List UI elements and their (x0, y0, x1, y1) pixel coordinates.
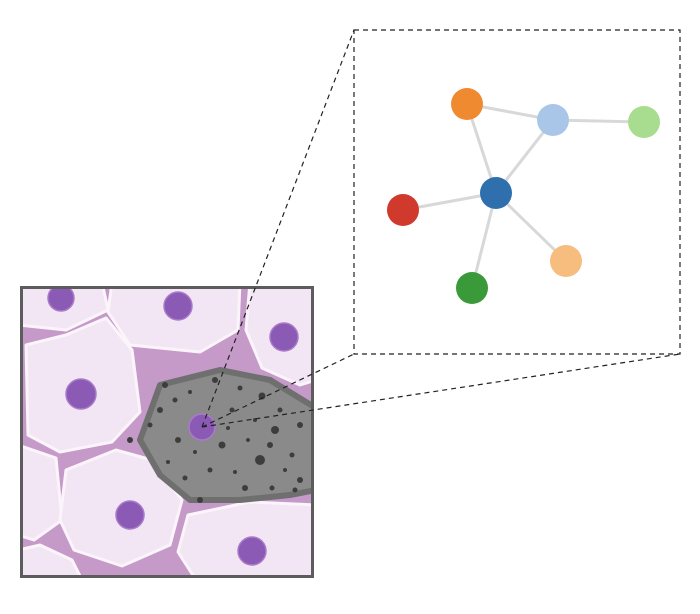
virus-particle (207, 467, 213, 473)
cell (23, 543, 82, 575)
virus-particle (267, 442, 273, 448)
virus-particle (269, 485, 275, 491)
network-nodes (387, 88, 660, 304)
virus-particle (297, 422, 303, 428)
network-node-light-blue (537, 104, 569, 136)
virus-particle (226, 426, 230, 430)
infected-cell-body (137, 367, 311, 503)
virus-particle (162, 382, 168, 388)
nucleus (269, 322, 299, 352)
cell (106, 289, 242, 354)
virus-particle (297, 477, 303, 483)
virus-particle (157, 407, 163, 413)
network-graph (387, 88, 660, 304)
virus-particle (175, 437, 181, 443)
virus-particle (212, 377, 218, 383)
virus-particle (237, 385, 243, 391)
virus-particle (147, 422, 153, 428)
tissue-panel (20, 286, 314, 578)
zoom-line-top-left (201, 29, 355, 428)
nucleus (163, 291, 193, 321)
virus-particle (246, 438, 250, 442)
network-node-red (387, 194, 419, 226)
zoom-line-bottom-left (201, 353, 355, 428)
network-node-light-orange (550, 245, 582, 277)
infected-cell (127, 367, 311, 503)
nucleus (237, 536, 267, 566)
virus-particle (188, 390, 192, 394)
nucleus (115, 500, 145, 530)
virus-particle (258, 392, 266, 400)
network-node-center (480, 177, 512, 209)
nucleus (65, 378, 97, 410)
virus-particle (166, 460, 170, 464)
network-node-green (456, 272, 488, 304)
virus-particle (271, 426, 279, 434)
tissue-clip (23, 289, 311, 575)
virus-particles (127, 377, 303, 503)
virus-particle (277, 407, 283, 413)
virus-particle (283, 468, 287, 472)
cell (23, 445, 64, 542)
zoom-box (353, 29, 681, 355)
network-node-orange (451, 88, 483, 120)
virus-particle (242, 485, 248, 491)
virus-particle (197, 497, 203, 503)
virus-particle (182, 475, 188, 481)
virus-particle (127, 437, 133, 443)
zoom-connectors (201, 29, 681, 428)
virus-particle (172, 397, 178, 403)
virus-particle (292, 487, 298, 493)
virus-particle (218, 441, 226, 449)
nucleus (47, 289, 75, 312)
virus-particle (229, 407, 235, 413)
virus-particle (255, 455, 265, 465)
virus-particle (193, 450, 197, 454)
virus-particle (289, 452, 295, 458)
network-node-light-green (628, 106, 660, 138)
virus-particle (233, 470, 237, 474)
network-edge-light-orange-center (494, 191, 568, 263)
network-edge-green-center (470, 192, 498, 289)
